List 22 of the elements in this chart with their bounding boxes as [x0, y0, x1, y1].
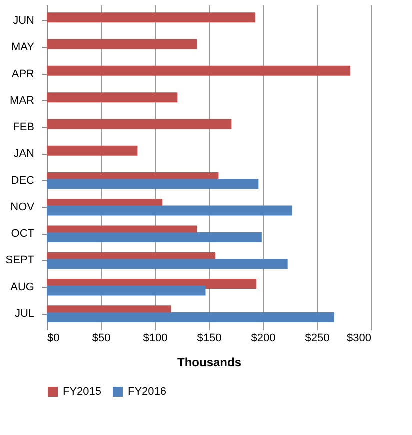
y-tick-label: SEPT: [6, 254, 35, 267]
y-tick-label: MAR: [10, 94, 35, 107]
x-tick-label: $250: [305, 332, 330, 344]
x-tick-label: $100: [143, 332, 168, 344]
x-tick-label: $0: [48, 332, 60, 344]
y-tick-label: AUG: [10, 281, 34, 294]
x-tick-label: $150: [197, 332, 222, 344]
x-axis-title: Thousands: [177, 356, 242, 370]
y-tick-label: NOV: [10, 201, 36, 214]
y-tick-label: DEC: [11, 174, 35, 187]
y-tick-label: JAN: [14, 148, 35, 160]
y-tick-label: JUL: [14, 308, 34, 320]
y-tick-label: JUN: [13, 14, 35, 27]
y-tick-label: OCT: [11, 228, 35, 240]
x-tick-label: $200: [251, 332, 276, 344]
x-tick-label: $50: [92, 332, 111, 344]
y-tick-label: MAY: [11, 42, 36, 54]
x-tick-label: $300: [347, 332, 372, 344]
y-tick-label: APR: [12, 68, 35, 80]
y-tick-label: FEB: [13, 122, 34, 134]
legend-label: FY2016: [128, 386, 167, 398]
legend-label: FY2015: [63, 386, 102, 398]
